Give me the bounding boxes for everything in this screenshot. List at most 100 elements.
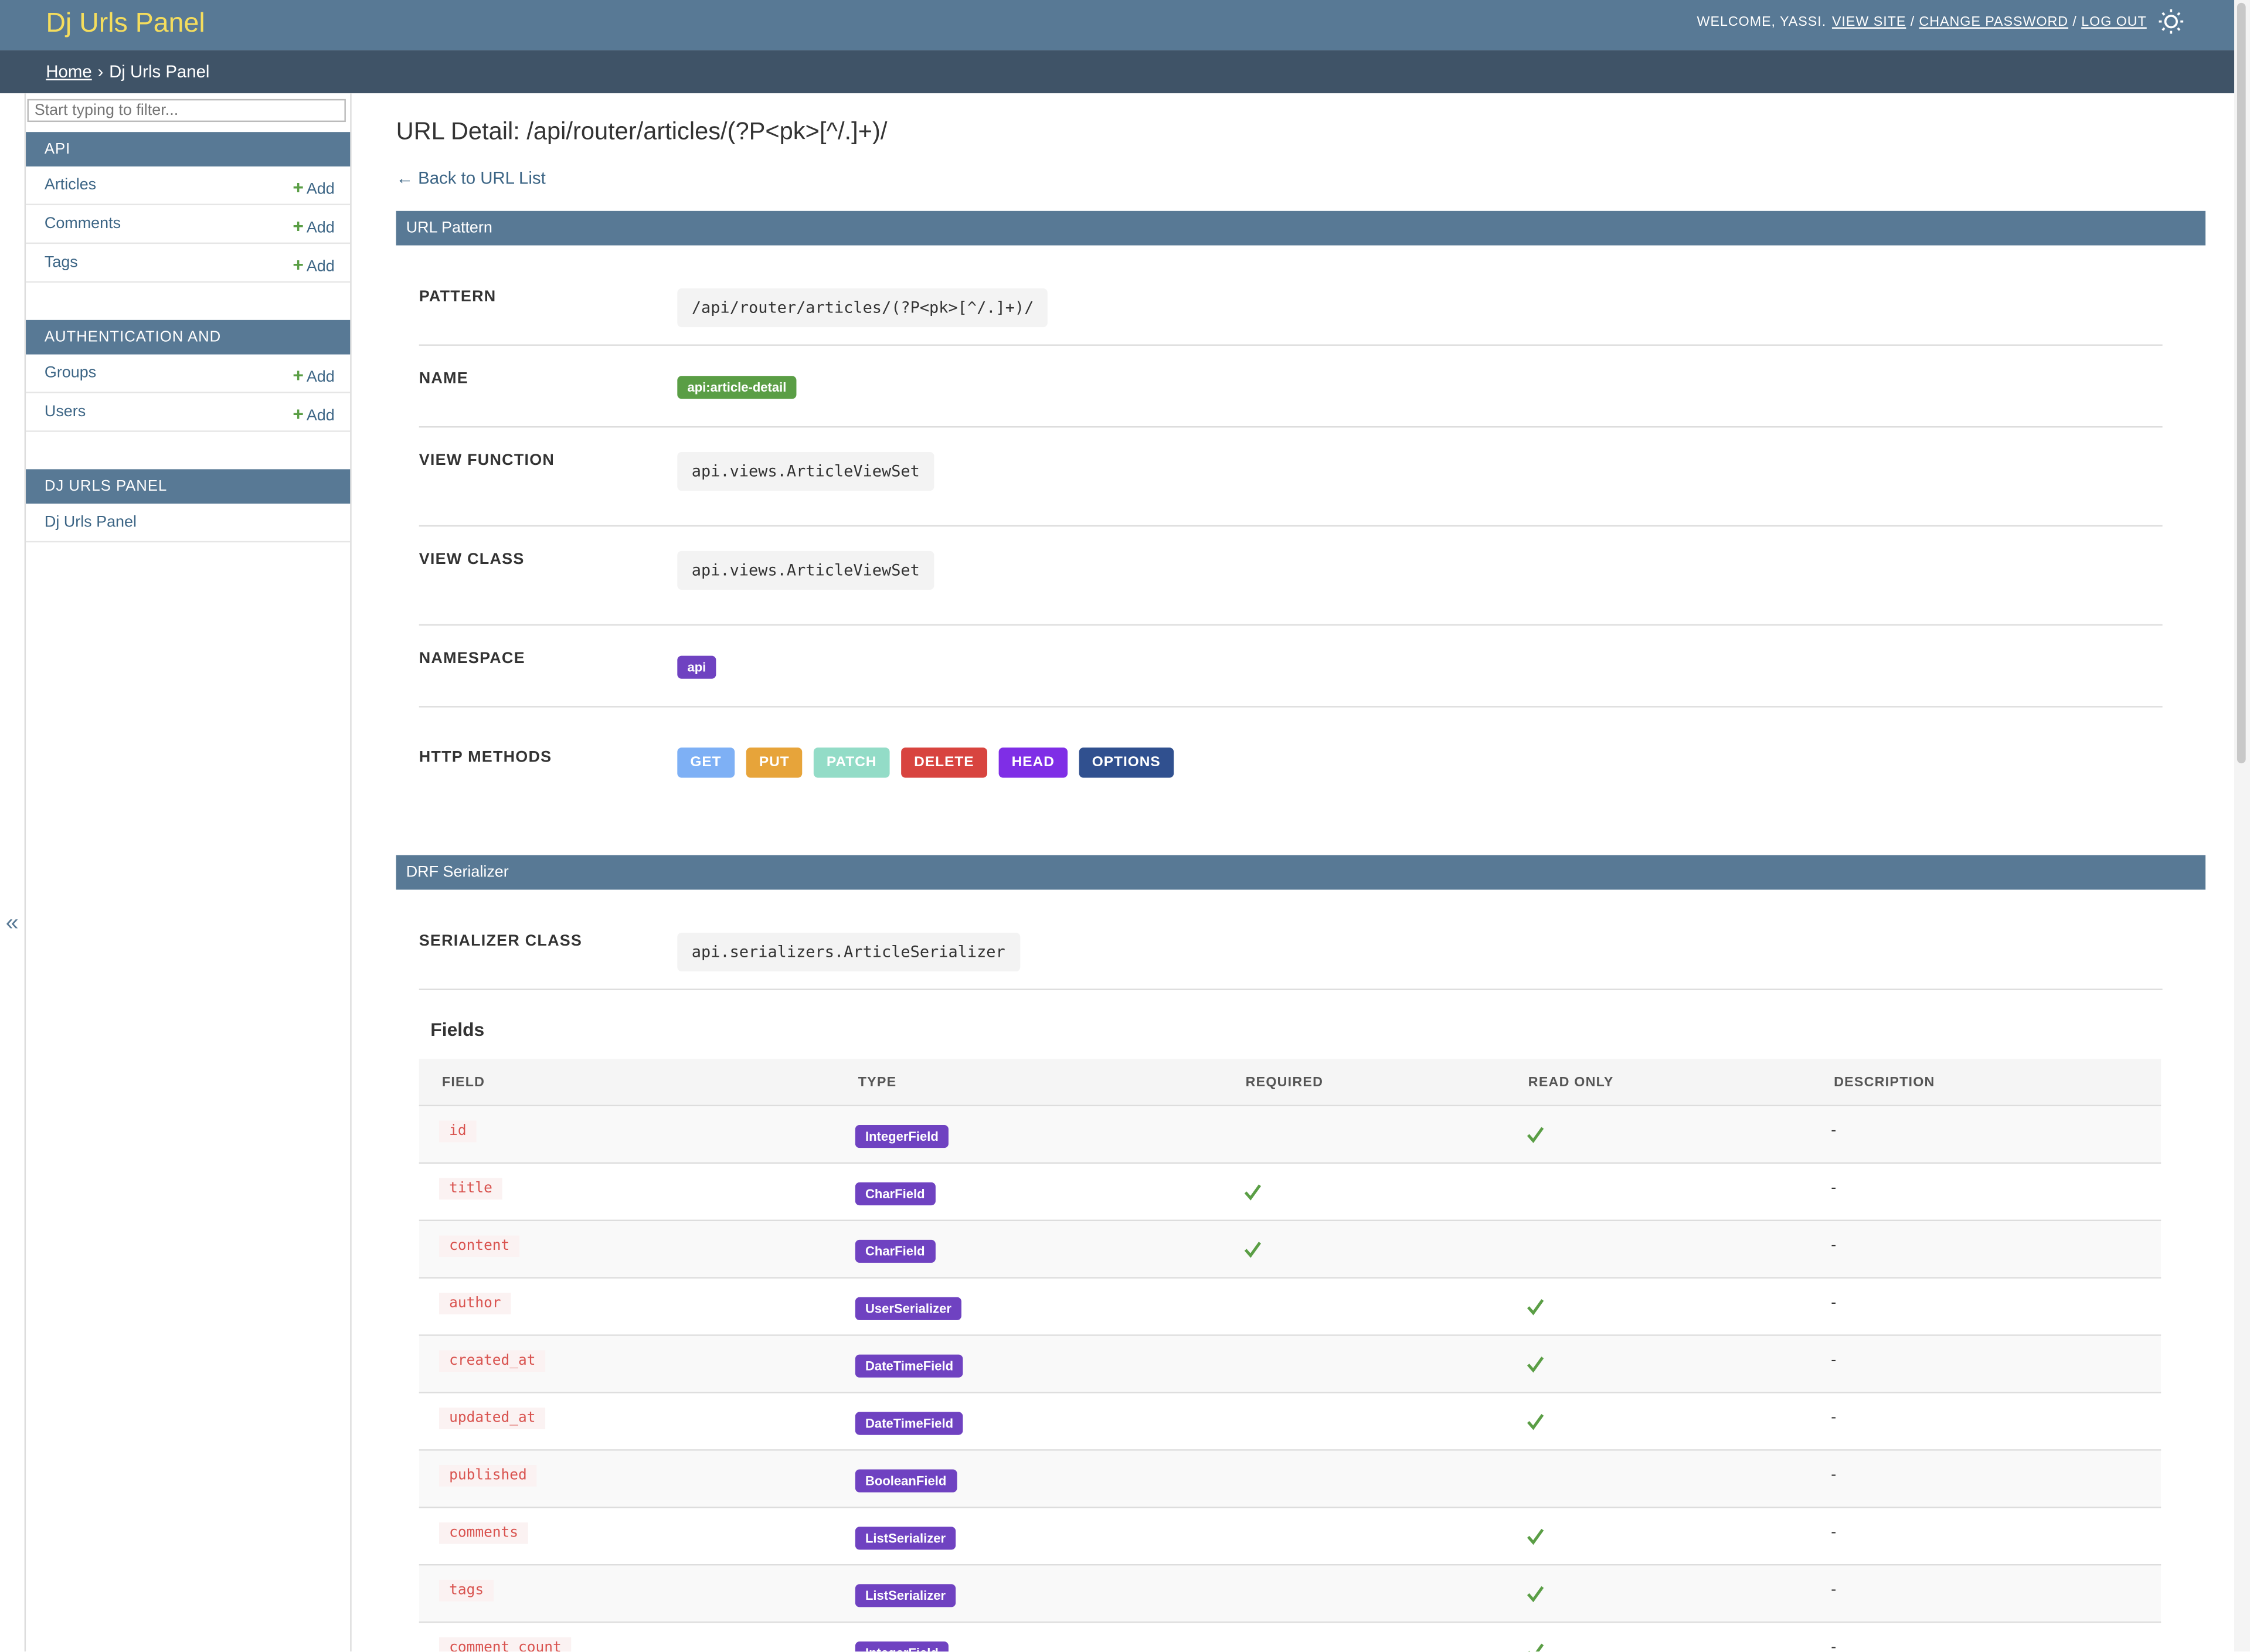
model-link[interactable]: Comments bbox=[44, 215, 121, 233]
description: - bbox=[1831, 1122, 1837, 1140]
nav-link[interactable]: CHANGE PASSWORD bbox=[1919, 14, 2069, 30]
method-badge: PATCH bbox=[813, 747, 890, 778]
section-header: URL Pattern bbox=[396, 210, 2206, 246]
table-row bbox=[419, 1164, 2161, 1221]
field-name: published bbox=[439, 1465, 537, 1487]
badge: api:article-detail bbox=[677, 376, 797, 399]
breadcrumb-trail: Home › Dj Urls Panel bbox=[46, 62, 209, 81]
check-icon bbox=[1528, 1643, 1544, 1652]
description: - bbox=[1831, 1179, 1837, 1197]
back-link[interactable]: ← Back to URL List bbox=[396, 168, 546, 188]
field-name: tags bbox=[439, 1579, 494, 1602]
type-badge: IntegerField bbox=[855, 1641, 949, 1652]
add-icon: + bbox=[293, 176, 304, 198]
row-divider bbox=[419, 624, 2163, 626]
check-icon bbox=[1527, 1357, 1544, 1373]
separator: / bbox=[2072, 14, 2077, 30]
method-badge: PUT bbox=[746, 747, 803, 778]
table-row bbox=[419, 1335, 2161, 1393]
model-row bbox=[26, 355, 351, 393]
check-icon bbox=[1527, 1127, 1544, 1143]
add-icon: + bbox=[293, 215, 304, 237]
description: - bbox=[1831, 1581, 1837, 1599]
collapse-toggle[interactable]: « bbox=[5, 911, 19, 936]
field-label: HTTP METHODS bbox=[419, 749, 552, 767]
check-icon bbox=[1527, 1586, 1544, 1603]
filter-input[interactable] bbox=[27, 98, 346, 123]
scrollbar bbox=[2234, 0, 2250, 1652]
method-badge: HEAD bbox=[998, 747, 1068, 778]
field-label: NAME bbox=[419, 370, 468, 387]
row-divider bbox=[419, 706, 2163, 708]
add-label: Add bbox=[306, 219, 335, 237]
field-label: VIEW FUNCTION bbox=[419, 452, 555, 470]
column-header: TYPE bbox=[858, 1075, 897, 1091]
model-link[interactable]: Users bbox=[44, 403, 86, 421]
add-label: Add bbox=[306, 407, 335, 425]
model-link[interactable]: Tags bbox=[44, 254, 78, 271]
table-row bbox=[419, 1278, 2161, 1336]
breadcrumbs: Home › Dj Urls Panel bbox=[0, 50, 2250, 94]
description: - bbox=[1831, 1351, 1837, 1369]
table-row bbox=[419, 1393, 2161, 1451]
type-badge: ListSerializer bbox=[855, 1584, 956, 1607]
type-badge: CharField bbox=[855, 1239, 935, 1263]
add-icon: + bbox=[293, 364, 304, 386]
breadcrumb-home[interactable]: Home bbox=[46, 62, 92, 82]
breadcrumb-current: Dj Urls Panel bbox=[109, 62, 210, 82]
field-label: PATTERN bbox=[419, 288, 497, 306]
method-badge: OPTIONS bbox=[1079, 747, 1174, 778]
row-divider bbox=[419, 525, 2163, 527]
method-badge: GET bbox=[677, 747, 735, 778]
welcome: WELCOME, YASSI. bbox=[1697, 14, 1827, 30]
add-link[interactable]: + Add bbox=[293, 365, 334, 386]
description: - bbox=[1831, 1236, 1837, 1255]
add-icon: + bbox=[293, 403, 304, 425]
add-link[interactable]: + Add bbox=[293, 254, 334, 276]
field-name: comment_count bbox=[439, 1637, 572, 1652]
add-link[interactable]: + Add bbox=[293, 403, 334, 425]
type-badge: DateTimeField bbox=[855, 1354, 964, 1378]
add-link[interactable]: + Add bbox=[293, 215, 334, 237]
nav-link[interactable]: VIEW SITE bbox=[1831, 14, 1906, 30]
sidebar: APIArticles+AddComments+AddTags+AddAUTHE… bbox=[24, 93, 352, 1652]
field-name: id bbox=[439, 1120, 477, 1143]
theme-toggle[interactable] bbox=[2157, 7, 2186, 36]
model-row bbox=[26, 166, 351, 206]
header: Dj Urls Panel WELCOME, YASSI. VIEW SITE / CH… bbox=[0, 0, 2250, 50]
table-header bbox=[419, 1059, 2161, 1107]
description: - bbox=[1831, 1466, 1837, 1484]
user-tools: WELCOME, YASSI. VIEW SITE / CHANGE PASSWORD… bbox=[1697, 14, 2147, 30]
type-badge: UserSerializer bbox=[855, 1297, 962, 1320]
field-name: content bbox=[439, 1235, 520, 1257]
description: - bbox=[1831, 1524, 1837, 1541]
nav-link[interactable]: LOG OUT bbox=[2081, 14, 2147, 30]
model-row bbox=[26, 244, 351, 283]
description: - bbox=[1831, 1639, 1837, 1652]
description: - bbox=[1831, 1294, 1837, 1312]
add-link[interactable]: + Add bbox=[293, 176, 334, 198]
type-badge: CharField bbox=[855, 1182, 935, 1206]
scroll-thumb bbox=[2237, 2, 2246, 764]
app-header: API bbox=[26, 132, 351, 166]
check-icon bbox=[1527, 1528, 1544, 1545]
column-header: DESCRIPTION bbox=[1834, 1075, 1935, 1091]
column-header: REQUIRED bbox=[1245, 1075, 1324, 1091]
model-link[interactable]: Groups bbox=[44, 364, 97, 382]
model-row bbox=[26, 205, 351, 244]
code-value: api.serializers.ArticleSerializer bbox=[677, 933, 1020, 972]
code-value: /api/router/articles/(?P<pk>[^/.]+)/ bbox=[677, 288, 1048, 328]
site-title[interactable]: Dj Urls Panel bbox=[46, 8, 205, 39]
field-name: created_at bbox=[439, 1350, 546, 1372]
table-row bbox=[419, 1106, 2161, 1164]
field-name: updated_at bbox=[439, 1408, 546, 1429]
badge: api bbox=[677, 655, 716, 679]
type-badge: DateTimeField bbox=[855, 1412, 964, 1435]
table-row bbox=[419, 1508, 2161, 1566]
content: URL Detail: /api/router/articles/(?P<pk>… bbox=[396, 93, 2206, 1652]
model-link[interactable]: Articles bbox=[44, 176, 97, 194]
column-header: READ ONLY bbox=[1528, 1075, 1614, 1091]
model-link[interactable]: Dj Urls Panel bbox=[44, 514, 137, 531]
